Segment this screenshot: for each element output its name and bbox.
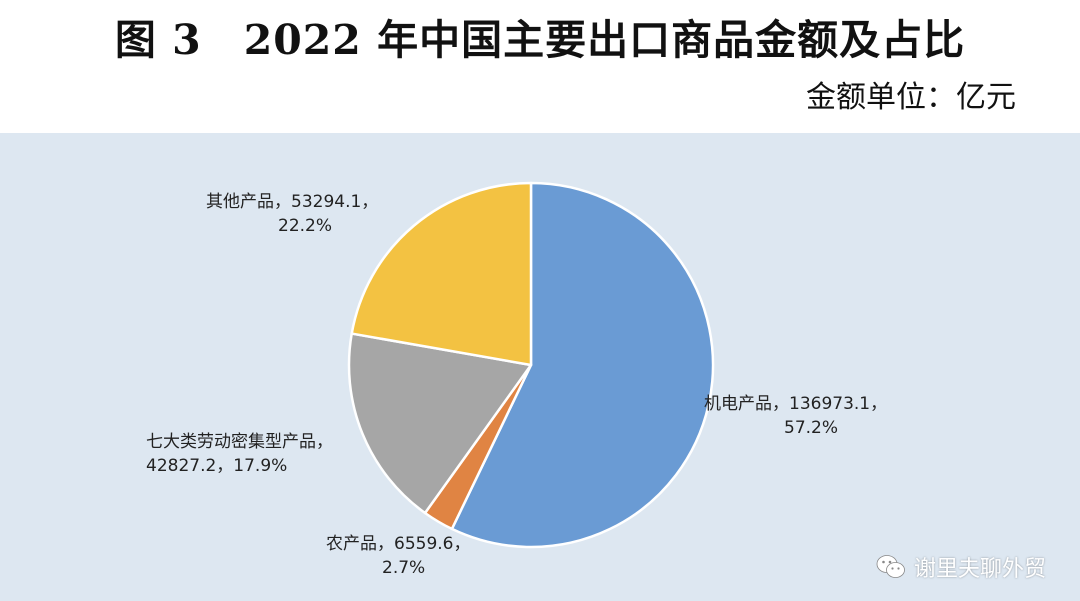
watermark-text: 谢里夫聊外贸 [913, 557, 1046, 582]
data-label-line: 22.2% [278, 216, 333, 236]
data-label-line: 机电产品，136973.1， [704, 394, 888, 414]
data-label-labor-intensive: 七大类劳动密集型产品， 42827.2，17.9% [146, 430, 333, 478]
data-label-line: 57.2% [784, 418, 839, 438]
unit-label: 金额单位：亿元 [806, 80, 1016, 115]
data-label-line: 七大类劳动密集型产品， [146, 432, 333, 452]
pie-chart [347, 181, 715, 549]
pie-slice-other-products [350, 181, 533, 367]
data-label-agricultural: 农产品，6559.6， 2.7% [326, 532, 470, 580]
chart-title: 图 3 2022 年中国主要出口商品金额及占比 [114, 16, 966, 64]
data-label-mechanical-electrical: 机电产品，136973.1， 57.2% [704, 392, 887, 440]
pie-slice-labor-intensive [347, 332, 533, 515]
data-label-line: 农产品，6559.6， [326, 534, 471, 554]
data-label-line: 2.7% [382, 558, 426, 578]
wechat-icon [876, 555, 905, 578]
watermark: 谢里夫聊外贸 [876, 551, 1046, 583]
data-label-line: 其他产品，53294.1， [206, 192, 379, 212]
pie-slice-mechanical-electrical [450, 181, 715, 549]
data-label-other-products: 其他产品，53294.1， 22.2% [206, 190, 378, 238]
plot-area: 机电产品，136973.1， 57.2% 农产品，6559.6， 2.7% 七大… [0, 133, 1080, 601]
data-label-line: 42827.2，17.9% [146, 456, 288, 476]
